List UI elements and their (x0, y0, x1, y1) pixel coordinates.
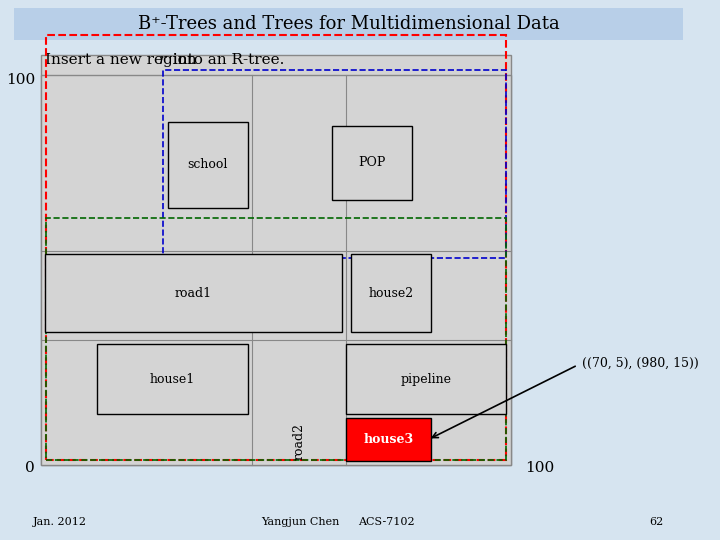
Text: road2: road2 (293, 423, 306, 460)
FancyBboxPatch shape (332, 126, 412, 200)
Text: 0: 0 (25, 461, 35, 475)
Text: pipeline: pipeline (401, 373, 451, 386)
FancyBboxPatch shape (45, 254, 341, 333)
Text: road1: road1 (175, 287, 212, 300)
FancyBboxPatch shape (351, 254, 431, 333)
Text: ACS-7102: ACS-7102 (359, 517, 415, 527)
Text: 100: 100 (6, 73, 35, 87)
Text: Jan. 2012: Jan. 2012 (33, 517, 87, 527)
Text: POP: POP (359, 156, 386, 169)
Text: school: school (187, 158, 228, 171)
Text: Yangjun Chen: Yangjun Chen (261, 517, 340, 527)
Text: into an R-tree.: into an R-tree. (168, 53, 284, 67)
Text: ((70, 5), (980, 15)): ((70, 5), (980, 15)) (582, 356, 699, 369)
Text: B⁺-Trees and Trees for Multidimensional Data: B⁺-Trees and Trees for Multidimensional … (138, 15, 559, 33)
Text: 62: 62 (649, 517, 664, 527)
FancyBboxPatch shape (168, 122, 248, 207)
FancyBboxPatch shape (346, 344, 506, 414)
FancyBboxPatch shape (14, 8, 683, 40)
Text: house3: house3 (364, 433, 414, 446)
Text: Insert a new region: Insert a new region (45, 53, 201, 67)
Text: r: r (159, 53, 166, 67)
FancyBboxPatch shape (41, 55, 510, 465)
Text: house2: house2 (369, 287, 413, 300)
Text: 100: 100 (525, 461, 554, 475)
FancyBboxPatch shape (346, 418, 431, 461)
FancyBboxPatch shape (97, 344, 248, 414)
Text: house1: house1 (150, 373, 195, 386)
FancyBboxPatch shape (41, 75, 510, 465)
